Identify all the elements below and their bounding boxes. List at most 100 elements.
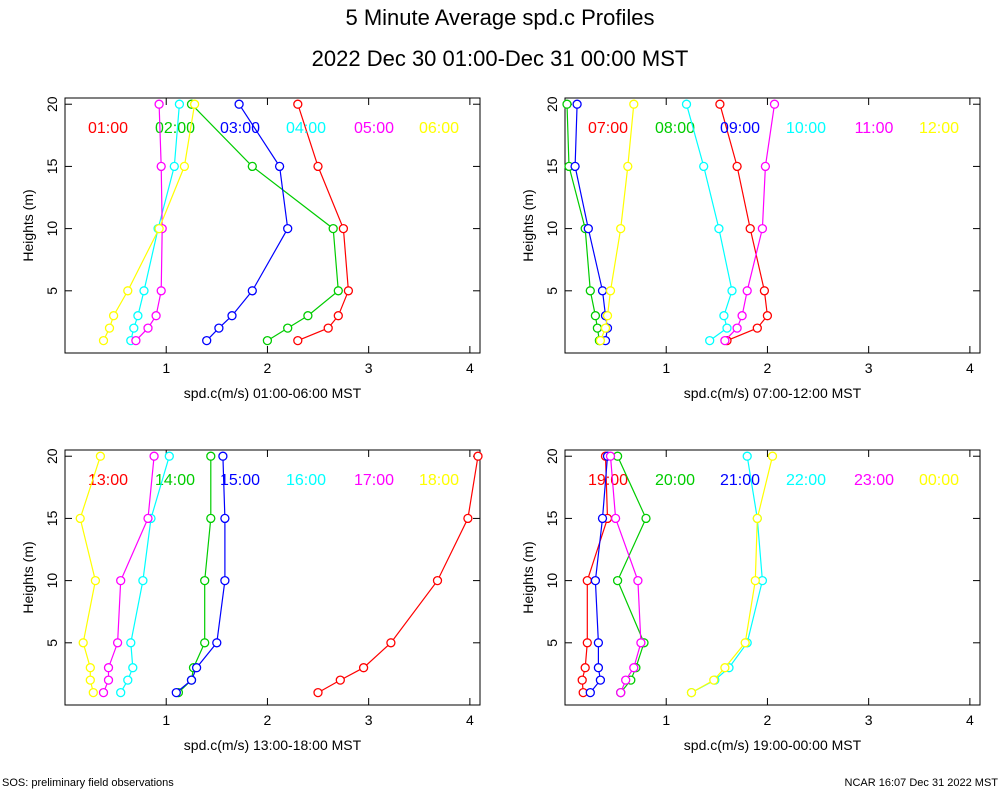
x-tick-label: 3: [865, 712, 873, 728]
legend-entry: 16:00: [286, 472, 326, 489]
legend-entry: 15:00: [220, 472, 260, 489]
panel-1: 1 2 3 4 5 10 15 20 spd.c(m/s) 01:00-06:00 MST Hei…: [20, 96, 481, 401]
x-tick-label: 3: [365, 360, 373, 376]
data-point: [745, 223, 755, 234]
data-point: [580, 663, 590, 673]
data-point: [247, 286, 257, 296]
data-point: [283, 323, 293, 333]
series-line-17:00: [102, 456, 155, 693]
data-point: [769, 99, 780, 109]
legend-entry: 11:00: [855, 120, 894, 137]
data-point: [582, 575, 592, 586]
series-line-22:00: [691, 456, 764, 694]
data-point: [333, 311, 343, 321]
data-point: [432, 575, 443, 586]
data-point: [595, 675, 606, 685]
legend-entry: 22:00: [786, 472, 826, 489]
data-point: [143, 513, 153, 524]
data-point: [629, 663, 639, 673]
data-point: [189, 99, 200, 109]
y-tick-label: 10: [44, 221, 60, 237]
y-tick-label: 15: [544, 158, 560, 174]
y-axis-label: Heights (m): [20, 541, 36, 613]
data-point: [585, 286, 595, 296]
data-point: [202, 335, 212, 346]
legend-entry: 21:00: [720, 472, 760, 489]
data-point: [98, 687, 109, 698]
data-point: [709, 675, 719, 685]
y-tick-label: 20: [44, 96, 60, 112]
data-point: [570, 161, 580, 172]
data-point: [759, 286, 770, 296]
x-tick-label: 1: [162, 360, 170, 376]
legend-entry: 02:00: [155, 120, 195, 137]
x-tick-label: 4: [966, 360, 974, 376]
data-point: [200, 575, 210, 586]
data-point: [164, 451, 174, 461]
y-tick-label: 5: [544, 287, 560, 295]
data-point: [323, 323, 333, 333]
y-tick-label: 10: [44, 573, 60, 589]
y-tick-label: 15: [44, 510, 60, 526]
x-tick-label: 3: [365, 712, 373, 728]
data-point: [171, 687, 181, 698]
series-line-09:00: [574, 104, 609, 341]
data-point: [629, 99, 639, 109]
panel-3: 1 2 3 4 5 10 15 20 spd.c(m/s) 13:00-18:00 MST Hei…: [20, 448, 483, 753]
data-point: [75, 513, 85, 524]
data-point: [727, 286, 737, 296]
legend-entry: 05:00: [354, 120, 394, 137]
data-point: [705, 335, 715, 346]
panel-4: 1 2 3 4 5 10 15 20 spd.c(m/s) 19:00-00:00 MST Hei…: [520, 448, 981, 753]
data-point: [234, 99, 244, 109]
data-point: [732, 161, 742, 172]
data-point: [186, 675, 197, 685]
data-point: [732, 323, 742, 333]
legend-entry: 09:00: [720, 120, 760, 137]
data-point: [78, 638, 88, 648]
x-tick-label: 4: [466, 360, 474, 376]
data-point: [720, 663, 730, 673]
series-line-04:00: [130, 104, 180, 341]
legend-entry: 19:00: [588, 472, 628, 489]
data-point: [616, 223, 626, 234]
data-point: [126, 638, 136, 648]
series-line-11:00: [724, 104, 776, 342]
series-line-05:00: [135, 104, 163, 342]
data-point: [583, 223, 593, 234]
x-axis-label: spd.c(m/s) 13:00-18:00 MST: [184, 737, 362, 753]
data-point: [303, 311, 313, 321]
data-point: [138, 575, 148, 586]
series-line-02:00: [191, 103, 339, 342]
data-point: [247, 161, 257, 172]
legend-entry: 01:00: [88, 120, 128, 137]
data-point: [358, 663, 369, 673]
data-point: [227, 311, 237, 321]
x-tick-label: 4: [966, 712, 974, 728]
x-axis-label: spd.c(m/s) 19:00-00:00 MST: [684, 737, 862, 753]
series-line-20:00: [616, 455, 647, 693]
x-tick-label: 2: [764, 712, 772, 728]
data-point: [88, 687, 98, 698]
data-point: [206, 451, 216, 461]
data-point: [590, 311, 601, 321]
data-point: [139, 286, 149, 296]
legend-entry: 08:00: [655, 120, 695, 137]
legend-entry: 10:00: [786, 120, 826, 137]
data-point: [112, 638, 123, 648]
data-point: [722, 323, 732, 333]
data-point: [719, 311, 729, 321]
data-point: [293, 99, 303, 109]
data-point: [616, 687, 626, 698]
series-line-10:00: [685, 104, 733, 342]
data-point: [131, 335, 141, 346]
data-point: [742, 286, 752, 296]
data-point: [600, 323, 611, 333]
legend-entry: 12:00: [919, 120, 959, 137]
x-tick-label: 2: [264, 712, 272, 728]
data-point: [123, 286, 133, 296]
footer-note: SOS: preliminary field observations: [2, 777, 174, 789]
x-tick-label: 1: [162, 712, 170, 728]
data-point: [103, 675, 114, 685]
series-line-08:00: [566, 104, 600, 341]
